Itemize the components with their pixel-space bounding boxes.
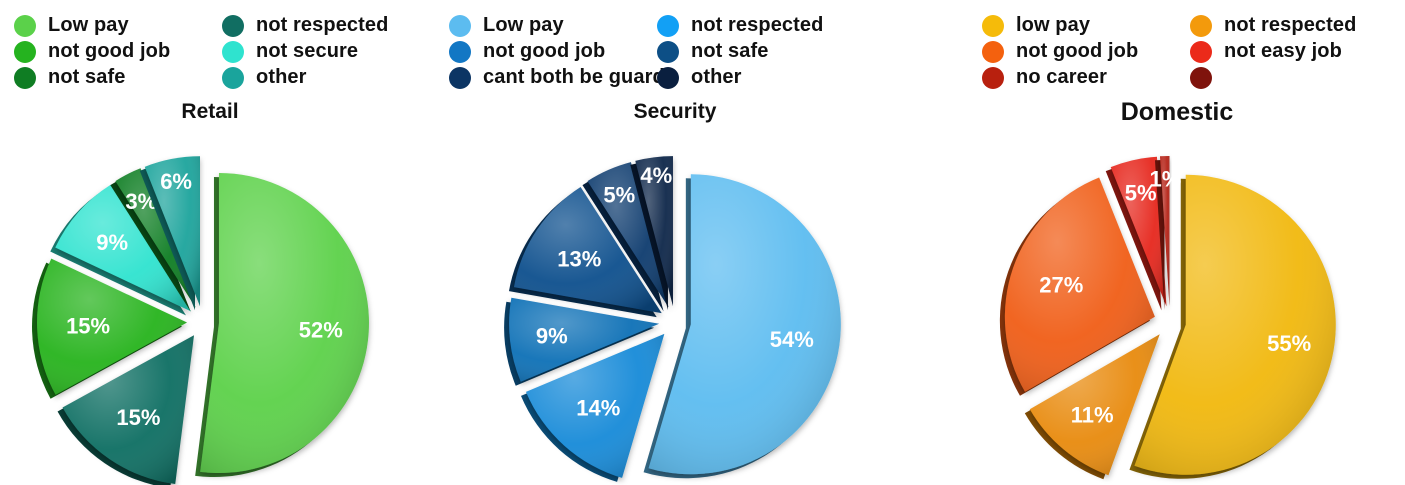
- legend-item: Low pay: [449, 14, 657, 37]
- legend-item: not good job: [449, 40, 657, 63]
- legend-item: not respected: [1190, 14, 1390, 37]
- pie-data-label: 6%: [160, 169, 192, 194]
- pie-slice-sheen: [1110, 156, 1167, 307]
- legend-swatch: [1190, 40, 1212, 63]
- pie-data-label: 55%: [1267, 331, 1311, 356]
- legend-item: not safe: [657, 40, 857, 63]
- legend-label: low pay: [1016, 14, 1091, 36]
- pie-slice-sheen: [62, 335, 195, 485]
- pie-data-label: 11%: [1071, 403, 1114, 428]
- legend-swatch: [222, 40, 244, 63]
- legend-label: not secure: [256, 40, 359, 62]
- legend-item: not good job: [14, 40, 222, 63]
- legend-label: not respected: [691, 14, 824, 36]
- legend-swatch: [14, 66, 36, 89]
- pie-data-label: 1%: [1150, 167, 1182, 192]
- legend-security: Low pay not respected not good job not safe…: [449, 14, 857, 89]
- legend-label: not respected: [1224, 14, 1357, 36]
- pie-slice-depth: [110, 172, 191, 312]
- legend-item: [1190, 66, 1390, 89]
- legend-swatch: [1190, 14, 1212, 37]
- legend-label: cant both be guards: [483, 66, 677, 88]
- legend-item: no career: [982, 66, 1190, 89]
- legend-item: not good job: [982, 40, 1190, 63]
- pie-data-label: 13%: [557, 246, 601, 271]
- legend-retail: Low pay not respected not good job not secu…: [14, 14, 422, 89]
- legend-item: Low pay: [14, 14, 222, 37]
- legend-swatch: [657, 66, 679, 89]
- legend-domestic: low pay not respected not good job not easy…: [982, 14, 1390, 89]
- pie-domestic: 55% 11% 27% 5%1%: [999, 156, 1336, 480]
- legend-label: other: [691, 66, 742, 88]
- legend-item: other: [222, 66, 422, 89]
- pie-data-label: 52%: [299, 317, 343, 342]
- legend-swatch: [982, 14, 1004, 37]
- legend-item: low pay: [982, 14, 1190, 37]
- pie-title-retail: Retail: [181, 100, 239, 123]
- legend-swatch: [1190, 66, 1212, 89]
- legend-label: not safe: [48, 66, 126, 88]
- legend-label: not good job: [483, 40, 606, 62]
- pie-slice-sheen: [513, 186, 662, 314]
- pie-data-label: 5%: [603, 183, 635, 208]
- pie-slice-sheen: [1134, 174, 1336, 475]
- legend-swatch: [449, 66, 471, 89]
- pie-slice-sheen: [1029, 334, 1160, 476]
- pie-slice-sheen: [587, 162, 669, 308]
- pie-data-label: 15%: [66, 314, 110, 339]
- pie-security: 54% 14% 9% 13% 5%4%: [504, 156, 841, 482]
- legend-swatch: [982, 40, 1004, 63]
- legend-label: not easy job: [1224, 40, 1342, 62]
- pie-data-label: 4%: [640, 163, 672, 188]
- pie-retail: 52%15%15%9%3%6%: [32, 156, 369, 485]
- legend-item: not respected: [222, 14, 422, 37]
- legend-swatch: [657, 14, 679, 37]
- pie-slice-sheen: [115, 168, 196, 308]
- pie-data-label: 27%: [1039, 272, 1083, 297]
- legend-label: other: [256, 66, 307, 88]
- legend-label: not respected: [256, 14, 389, 36]
- pie-slice-depth: [1154, 160, 1165, 311]
- legend-item: not safe: [14, 66, 222, 89]
- pie-slice-sheen: [525, 333, 665, 478]
- legend-label: Low pay: [48, 14, 129, 36]
- pie-slice-sheen: [55, 184, 191, 312]
- legend-item: not secure: [222, 40, 422, 63]
- pie-data-label: 5%: [1125, 180, 1157, 205]
- pie-slice-sheen: [1159, 156, 1170, 307]
- legend-label: not good job: [48, 40, 171, 62]
- legend-item: not respected: [657, 14, 857, 37]
- legend-label: Low pay: [483, 14, 564, 36]
- legend-item: other: [657, 66, 857, 89]
- legend-label: no career: [1016, 66, 1107, 88]
- pie-slice-sheen: [648, 174, 841, 475]
- pie-title-domestic: Domestic: [1120, 98, 1234, 126]
- pie-slice-sheen: [144, 156, 201, 307]
- pie-data-label: 54%: [770, 327, 814, 352]
- pie-slice-sheen: [509, 297, 660, 382]
- legend-swatch: [657, 40, 679, 63]
- legend-item: cant both be guards: [449, 66, 676, 89]
- legend-label: not safe: [691, 40, 769, 62]
- pie-slice-sheen: [37, 258, 188, 395]
- pie-data-label: 15%: [116, 405, 160, 430]
- legend-swatch: [222, 14, 244, 37]
- legend-swatch: [982, 66, 1004, 89]
- legend-swatch: [14, 40, 36, 63]
- legend-swatch: [449, 14, 471, 37]
- pie-data-label: 9%: [96, 230, 128, 255]
- legend-item: not easy job: [1190, 40, 1390, 63]
- pie-data-label: 9%: [536, 324, 568, 349]
- legend-swatch: [222, 66, 244, 89]
- legend-label: not good job: [1016, 40, 1139, 62]
- pie-slice-sheen: [200, 173, 369, 474]
- legend-swatch: [14, 14, 36, 37]
- pie-title-security: Security: [633, 100, 717, 123]
- legend-swatch: [449, 40, 471, 63]
- pie-slice-sheen: [1004, 177, 1155, 392]
- pie-data-label: 14%: [576, 396, 620, 421]
- pie-slice-sheen: [635, 156, 673, 307]
